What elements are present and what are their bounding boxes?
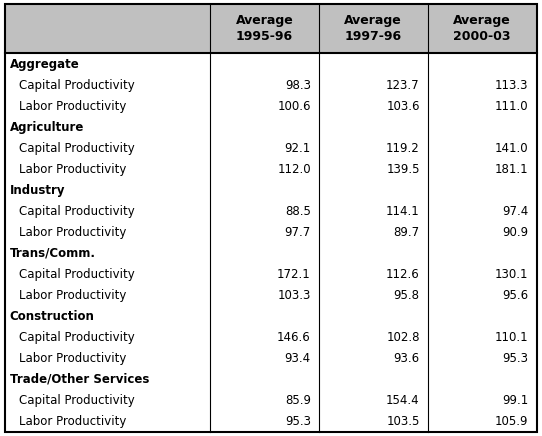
Text: 139.5: 139.5 bbox=[386, 163, 420, 176]
Text: 97.4: 97.4 bbox=[502, 204, 528, 218]
Text: 114.1: 114.1 bbox=[386, 204, 420, 218]
Text: 172.1: 172.1 bbox=[277, 268, 311, 281]
Text: 146.6: 146.6 bbox=[277, 330, 311, 344]
Text: Capital Productivity: Capital Productivity bbox=[18, 268, 134, 281]
Text: Capital Productivity: Capital Productivity bbox=[18, 142, 134, 154]
Text: Labor Productivity: Labor Productivity bbox=[18, 225, 126, 238]
Text: Aggregate: Aggregate bbox=[10, 58, 80, 71]
Text: Trans/Comm.: Trans/Comm. bbox=[10, 247, 96, 259]
Text: Labor Productivity: Labor Productivity bbox=[18, 289, 126, 302]
Text: 103.3: 103.3 bbox=[278, 289, 311, 302]
Text: 95.6: 95.6 bbox=[502, 289, 528, 302]
Text: Agriculture: Agriculture bbox=[10, 120, 84, 133]
Text: 95.3: 95.3 bbox=[285, 415, 311, 428]
Text: 85.9: 85.9 bbox=[285, 394, 311, 407]
Text: 111.0: 111.0 bbox=[495, 99, 528, 112]
Text: 89.7: 89.7 bbox=[393, 225, 420, 238]
Text: 88.5: 88.5 bbox=[285, 204, 311, 218]
Text: Trade/Other Services: Trade/Other Services bbox=[10, 373, 149, 385]
Text: 92.1: 92.1 bbox=[285, 142, 311, 154]
Text: 154.4: 154.4 bbox=[386, 394, 420, 407]
Text: Average
1997-96: Average 1997-96 bbox=[344, 14, 402, 44]
Text: 98.3: 98.3 bbox=[285, 78, 311, 92]
Text: 112.6: 112.6 bbox=[386, 268, 420, 281]
Text: 112.0: 112.0 bbox=[277, 163, 311, 176]
Text: Labor Productivity: Labor Productivity bbox=[18, 99, 126, 112]
Text: 95.8: 95.8 bbox=[393, 289, 420, 302]
Text: Labor Productivity: Labor Productivity bbox=[18, 351, 126, 364]
Text: 181.1: 181.1 bbox=[495, 163, 528, 176]
Text: 130.1: 130.1 bbox=[495, 268, 528, 281]
Text: 105.9: 105.9 bbox=[495, 415, 528, 428]
Text: 123.7: 123.7 bbox=[386, 78, 420, 92]
Text: Labor Productivity: Labor Productivity bbox=[18, 163, 126, 176]
Text: 141.0: 141.0 bbox=[495, 142, 528, 154]
Text: Industry: Industry bbox=[10, 184, 65, 197]
Text: 97.7: 97.7 bbox=[285, 225, 311, 238]
Text: 119.2: 119.2 bbox=[386, 142, 420, 154]
Text: Capital Productivity: Capital Productivity bbox=[18, 204, 134, 218]
Text: 93.6: 93.6 bbox=[393, 351, 420, 364]
Text: 110.1: 110.1 bbox=[495, 330, 528, 344]
Text: 102.8: 102.8 bbox=[386, 330, 420, 344]
Text: Capital Productivity: Capital Productivity bbox=[18, 394, 134, 407]
Text: 113.3: 113.3 bbox=[495, 78, 528, 92]
Text: 90.9: 90.9 bbox=[502, 225, 528, 238]
Text: 93.4: 93.4 bbox=[285, 351, 311, 364]
Text: Capital Productivity: Capital Productivity bbox=[18, 330, 134, 344]
Text: 100.6: 100.6 bbox=[278, 99, 311, 112]
Text: 95.3: 95.3 bbox=[502, 351, 528, 364]
Text: Labor Productivity: Labor Productivity bbox=[18, 415, 126, 428]
Text: 99.1: 99.1 bbox=[502, 394, 528, 407]
Text: Average
1995-96: Average 1995-96 bbox=[235, 14, 293, 44]
Text: Capital Productivity: Capital Productivity bbox=[18, 78, 134, 92]
Text: Average
2000-03: Average 2000-03 bbox=[453, 14, 511, 44]
Text: Construction: Construction bbox=[10, 310, 94, 323]
Text: 103.5: 103.5 bbox=[386, 415, 420, 428]
Bar bbox=[5, 4, 537, 54]
Text: 103.6: 103.6 bbox=[386, 99, 420, 112]
